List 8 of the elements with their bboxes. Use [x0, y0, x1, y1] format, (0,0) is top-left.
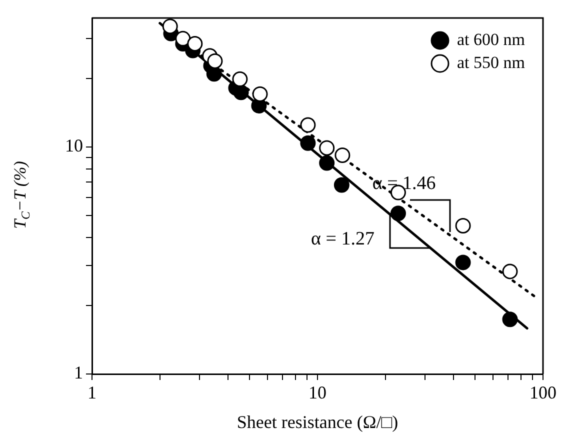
legend-label: at 550 nm: [457, 52, 526, 72]
x-tick-label: 100: [530, 382, 556, 403]
annotation: α = 1.27: [311, 228, 374, 250]
legend-label: at 600 nm: [457, 30, 526, 49]
annotation: α = 1.46: [372, 172, 436, 194]
x-tick-label: 10: [308, 382, 326, 403]
x-tick-label: 1: [88, 382, 96, 403]
x-axis-title: Sheet resistance (Ω/□): [236, 412, 398, 432]
